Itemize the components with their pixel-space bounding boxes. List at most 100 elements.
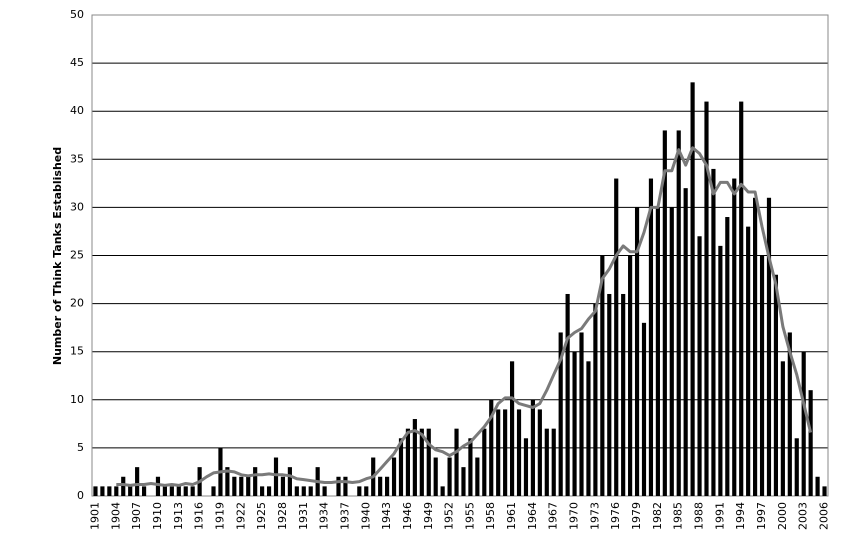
x-tick-label: 1925 (255, 502, 268, 530)
bar (579, 332, 584, 496)
bar (690, 82, 695, 496)
bar (808, 390, 813, 496)
x-tick-label: 1922 (234, 502, 247, 530)
bar (287, 467, 292, 496)
bar (364, 486, 369, 496)
bar (558, 332, 563, 496)
x-tick-label: 1970 (568, 502, 581, 530)
y-tick-label: 0 (77, 489, 84, 502)
bar (225, 467, 230, 496)
y-tick-label: 45 (70, 56, 84, 69)
bar (419, 428, 424, 496)
bar (301, 486, 306, 496)
bar (683, 188, 688, 496)
bar (107, 486, 112, 496)
bar (607, 293, 612, 496)
bar (183, 486, 188, 496)
bar (648, 178, 654, 497)
bar (516, 409, 522, 496)
bar (669, 207, 674, 496)
x-tick-label: 1913 (172, 502, 185, 530)
bar (176, 486, 181, 496)
bar (544, 428, 549, 496)
bar (343, 476, 348, 496)
bar (746, 226, 751, 496)
x-tick-label: 1934 (318, 502, 331, 530)
bar (753, 197, 758, 496)
moving-average-line (116, 146, 813, 487)
bar (239, 476, 244, 496)
bar (572, 351, 577, 496)
bar (600, 255, 605, 496)
y-tick-label: 50 (70, 8, 84, 21)
y-tick-label: 25 (70, 249, 84, 262)
x-tick-label: 1910 (151, 502, 164, 530)
x-tick-label: 2000 (776, 502, 789, 530)
bar (815, 476, 820, 496)
bar (433, 457, 438, 496)
y-axis-title: Number of Think Tanks Established (51, 147, 64, 365)
bar (100, 486, 105, 496)
bar (732, 178, 737, 497)
x-tick-label: 1994 (734, 502, 747, 530)
x-tick-label: 1943 (380, 502, 393, 530)
x-tick-label: 1964 (526, 502, 539, 530)
bar (322, 486, 327, 496)
bar (405, 428, 411, 496)
bar (704, 101, 709, 496)
x-tick-label: 1937 (338, 502, 351, 530)
y-tick-label: 5 (77, 441, 84, 454)
bar (162, 486, 167, 496)
bar (593, 303, 598, 496)
x-tick-label: 1952 (443, 502, 456, 530)
y-tick-label: 30 (70, 200, 84, 213)
bar (391, 457, 397, 496)
bar (766, 197, 772, 496)
bar (801, 351, 806, 496)
bar (336, 476, 341, 496)
x-tick-label: 1955 (463, 502, 476, 530)
bar (662, 130, 667, 496)
x-tick-label: 1928 (276, 502, 289, 530)
bar (232, 476, 237, 496)
x-tick-label: 1991 (713, 502, 726, 530)
x-tick-label: 1931 (297, 502, 310, 530)
bar (294, 486, 299, 496)
x-tick-label: 1979 (630, 502, 643, 530)
x-tick-label: 1904 (109, 502, 122, 530)
bar (475, 457, 480, 496)
x-tick-label: 1997 (755, 502, 768, 530)
bar (93, 486, 98, 496)
x-tick-label: 1985 (672, 502, 685, 530)
bar (482, 428, 487, 496)
bar (614, 178, 619, 497)
y-tick-label: 10 (70, 393, 84, 406)
bar (523, 438, 529, 496)
bar (280, 476, 286, 496)
bar (447, 457, 452, 496)
x-tick-label: 1907 (130, 502, 143, 530)
bar (128, 486, 133, 496)
bar (780, 361, 785, 496)
x-tick-label: 1967 (547, 502, 560, 530)
bar (468, 438, 473, 496)
bar (634, 207, 640, 496)
bar (266, 486, 272, 496)
bar (378, 476, 383, 496)
bar (260, 486, 265, 496)
x-tick-label: 2003 (797, 502, 810, 530)
bar (273, 457, 279, 496)
bar (426, 428, 431, 496)
x-tick-label: 1976 (609, 502, 622, 530)
bar (759, 255, 765, 496)
x-tick-label: 1949 (422, 502, 435, 530)
x-tick-label: 1940 (359, 502, 372, 530)
bar (454, 428, 459, 496)
bar (461, 467, 466, 496)
bar (718, 245, 723, 496)
bar (155, 476, 161, 496)
bar (412, 419, 417, 496)
bar (551, 428, 556, 496)
x-tick-label: 1982 (651, 502, 664, 530)
x-tick-label: 1958 (484, 502, 497, 530)
